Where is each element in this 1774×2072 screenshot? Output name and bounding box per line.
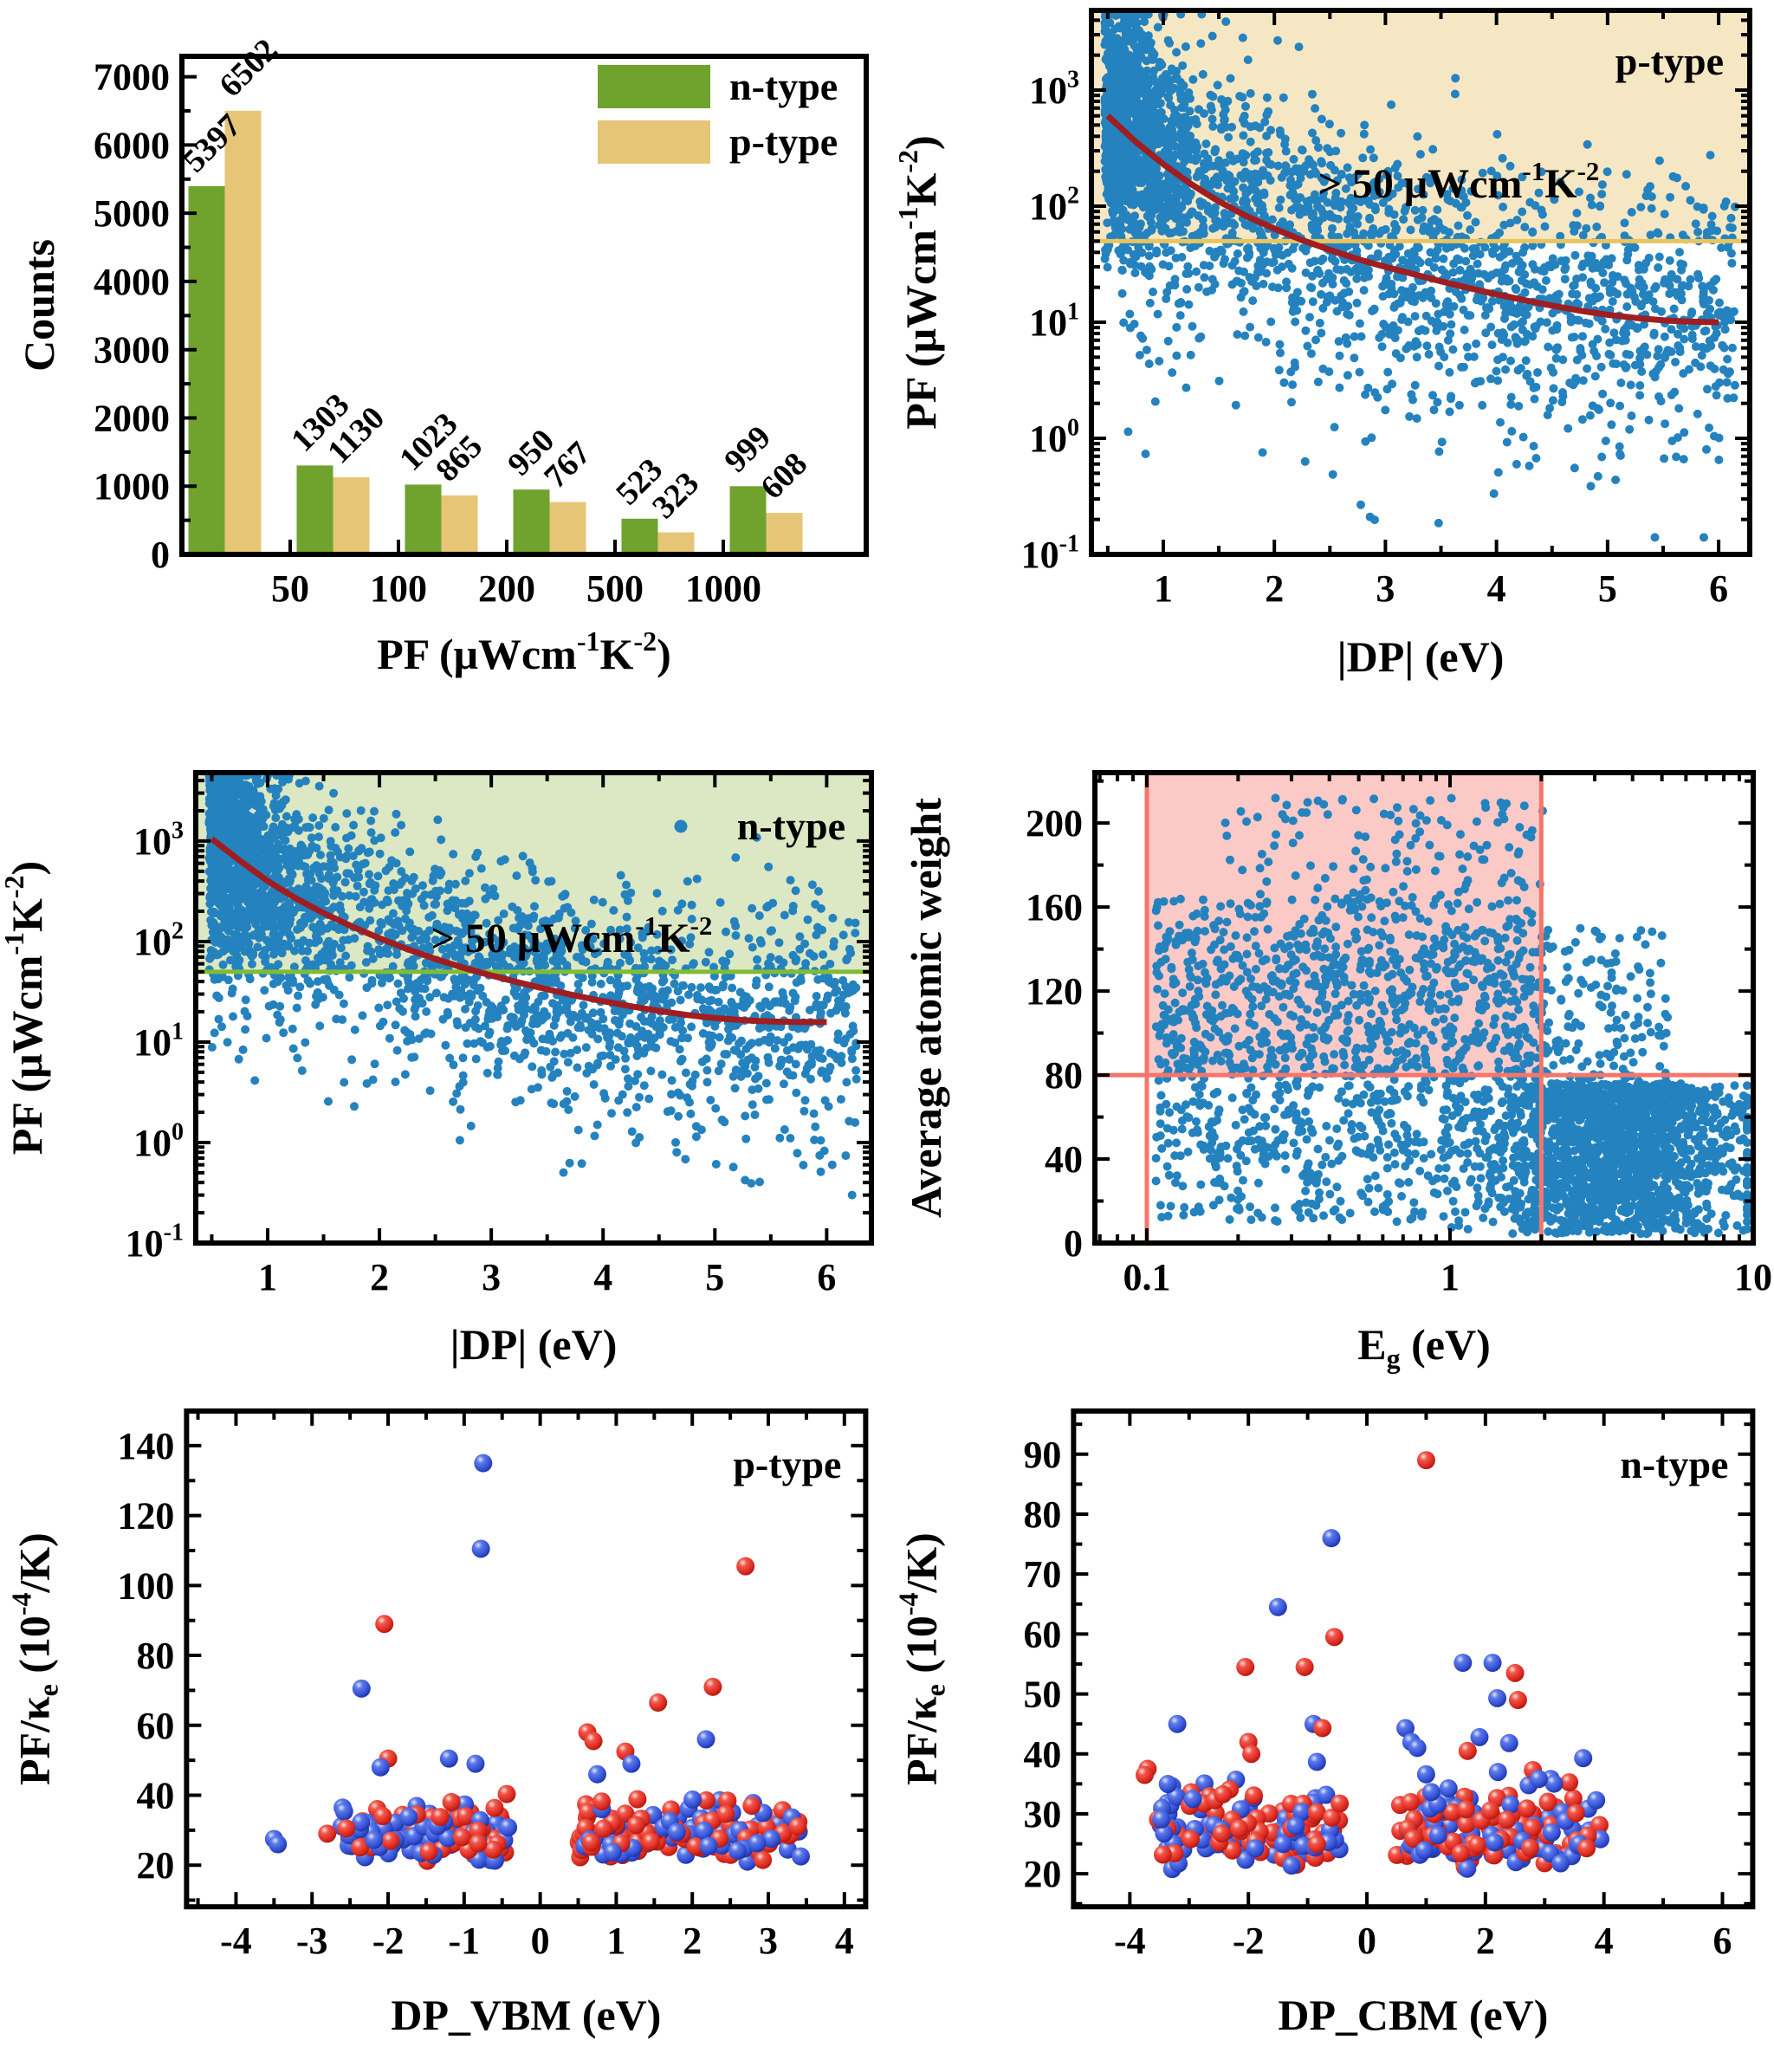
- svg-text:4: 4: [1487, 567, 1506, 610]
- svg-text:6502: 6502: [212, 32, 284, 104]
- y-axis-title: Average atomic weight: [902, 798, 950, 1218]
- x-axis-title: Eg (eV): [1357, 1320, 1490, 1374]
- bar-p-type: [549, 502, 586, 554]
- svg-text:50: 50: [271, 567, 309, 610]
- panel-scatter-pf-dp-ptype: 1 2 3 4 5 6 10-1 100 101 102 103 |DP| (eV) PF (μWcm-…: [892, 8, 1752, 681]
- y-axis-title: PF (μWcm-1K-2): [0, 861, 51, 1155]
- legend-swatch-n-type: [598, 65, 710, 108]
- y-axis-title: PF/κe (10-4/K): [7, 1532, 64, 1785]
- tick-labels: 1 2 3 4 5 6 10-1 100 101 102 103: [1021, 67, 1728, 610]
- svg-text:500: 500: [586, 567, 644, 610]
- axes: [196, 773, 871, 1245]
- svg-text:101: 101: [1029, 299, 1079, 345]
- svg-text:p-type: p-type: [1615, 39, 1724, 83]
- sphere-points: [264, 1454, 810, 1871]
- svg-text:2: 2: [1265, 567, 1284, 610]
- legend-label: p-type: [729, 120, 838, 164]
- screening-lines: [1095, 773, 1753, 1243]
- trend-curve: [210, 836, 827, 1026]
- axis-titles: |DP| (eV) PF (μWcm-1K-2): [0, 861, 617, 1369]
- bar-p-type: [333, 476, 370, 554]
- scatter-points: [204, 774, 861, 1200]
- y-axis-title: PF (μWcm-1K-2): [892, 135, 945, 429]
- svg-text:10-1: 10-1: [1021, 531, 1079, 577]
- svg-text:200: 200: [478, 567, 535, 610]
- bar-p-type: [441, 495, 478, 554]
- axis-titles: Eg (eV) Average atomic weight: [902, 798, 1491, 1374]
- legend-swatch-p-type: [598, 120, 710, 164]
- axes: [182, 74, 725, 556]
- legend-label: n-type: [729, 64, 838, 108]
- legend-scatter-dot: [674, 819, 688, 833]
- axes: [1073, 1410, 1753, 1907]
- svg-text:5000: 5000: [94, 192, 170, 235]
- x-axis-title: |DP| (eV): [1337, 632, 1505, 681]
- svg-text:7000: 7000: [94, 56, 170, 99]
- axes: [1095, 773, 1755, 1245]
- svg-text:6000: 6000: [94, 124, 170, 166]
- bar-n-type: [513, 489, 550, 554]
- axis-titles: PF (μWcm-1K-2) Counts: [15, 239, 671, 678]
- svg-text:2000: 2000: [94, 397, 170, 439]
- axis-titles: DP_CBM (eV) PF/κe (10-4/K): [894, 1532, 1549, 2039]
- tick-labels: 50 100 200 500 1000 0 1000 2000 3000 4000 5000 6000…: [94, 56, 761, 610]
- y-axis-title: Counts: [15, 239, 63, 372]
- x-axis-title: DP_VBM (eV): [391, 1991, 661, 2039]
- svg-text:100: 100: [370, 567, 427, 610]
- bars: [188, 110, 803, 555]
- bar-n-type: [296, 465, 333, 554]
- bar-n-type: [729, 486, 767, 554]
- legend: n-type p-type: [598, 64, 838, 164]
- bar-n-type: [621, 518, 658, 554]
- svg-text:> 50 μWcm-1K-2: > 50 μWcm-1K-2: [1318, 156, 1600, 207]
- axis-titles: |DP| (eV) PF (μWcm-1K-2): [892, 135, 1504, 681]
- panel-tag: p-type: [1615, 39, 1724, 83]
- trend-curve: [1105, 113, 1719, 326]
- svg-text:3: 3: [1376, 567, 1395, 610]
- bar-p-type: [224, 110, 262, 555]
- sphere-points: [1135, 1451, 1609, 1879]
- scatter-points: [1151, 793, 1751, 1239]
- svg-text:1: 1: [1154, 567, 1173, 610]
- x-axis-title: |DP| (eV): [450, 1320, 618, 1369]
- axes: [186, 1410, 866, 1907]
- y-axis-title: PF/κe (10-4/K): [894, 1532, 951, 1785]
- svg-text:3000: 3000: [94, 329, 170, 372]
- axis-titles: DP_VBM (eV) PF/κe (10-4/K): [7, 1532, 662, 2039]
- x-axis-title: PF (μWcm-1K-2): [377, 625, 670, 678]
- annotation: > 50 μWcm-1K-2: [1318, 156, 1600, 207]
- svg-text:1000: 1000: [685, 567, 761, 610]
- annotation: > 50 μWcm-1K-2: [431, 910, 713, 962]
- svg-text:103: 103: [1029, 67, 1079, 113]
- bar-p-type: [657, 532, 695, 554]
- bar-p-type: [766, 513, 803, 554]
- svg-text:5: 5: [1598, 567, 1617, 610]
- panel-tag: p-type: [733, 1442, 841, 1486]
- svg-text:4000: 4000: [94, 261, 170, 303]
- svg-text:0: 0: [151, 534, 170, 576]
- panel-tag: n-type: [1620, 1442, 1728, 1486]
- bar-n-type: [405, 484, 442, 554]
- x-axis-title: DP_CBM (eV): [1278, 1991, 1548, 2039]
- panel-tag: n-type: [674, 804, 845, 848]
- svg-text:6: 6: [1709, 567, 1728, 610]
- svg-text:100: 100: [1029, 415, 1079, 461]
- bar-n-type: [188, 185, 225, 554]
- svg-text:1000: 1000: [94, 465, 170, 508]
- svg-text:102: 102: [1029, 183, 1079, 229]
- axes: [1091, 10, 1750, 556]
